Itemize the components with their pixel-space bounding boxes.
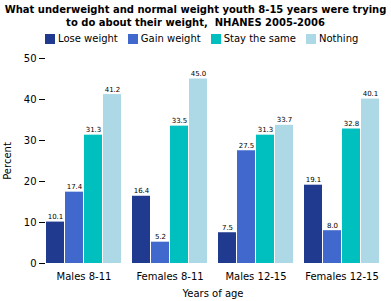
svg-text:33.5: 33.5 — [172, 117, 188, 125]
html-text:Lose weight: Lose weight — [58, 33, 118, 44]
svg-text:40: 40 — [24, 94, 37, 105]
svg-text:Males 12-15: Males 12-15 — [225, 271, 286, 282]
svg-text:40.1: 40.1 — [363, 90, 379, 98]
svg-text:17.4: 17.4 — [67, 183, 83, 191]
svg-text:10.1: 10.1 — [48, 213, 64, 221]
svg-text:20: 20 — [24, 176, 37, 187]
svg-text:19.1: 19.1 — [306, 176, 322, 184]
svg-text:Females 8-11: Females 8-11 — [136, 271, 203, 282]
svg-text:31.3: 31.3 — [258, 126, 274, 134]
html-text:Stay the same: Stay the same — [223, 33, 296, 44]
svg-text:16.4: 16.4 — [134, 187, 150, 195]
svg-text:7.5: 7.5 — [222, 224, 233, 232]
svg-text:30: 30 — [24, 135, 37, 146]
svg-text:8.0: 8.0 — [327, 222, 338, 230]
html-text:What underweight and normal we: What underweight and normal weight youth… — [4, 4, 387, 28]
html-text:Gain weight: Gain weight — [140, 33, 201, 44]
svg-text:32.8: 32.8 — [344, 120, 360, 128]
svg-text:5.2: 5.2 — [155, 233, 166, 241]
svg-text:41.2: 41.2 — [105, 86, 121, 94]
svg-text:0: 0 — [30, 258, 36, 269]
svg-text:Percent: Percent — [2, 142, 13, 180]
svg-text:33.7: 33.7 — [277, 116, 293, 124]
svg-text:45.0: 45.0 — [191, 70, 207, 78]
svg-text:50: 50 — [24, 53, 37, 64]
svg-text:Years of age: Years of age — [181, 288, 243, 299]
svg-text:31.3: 31.3 — [86, 126, 102, 134]
svg-text:Males 8-11: Males 8-11 — [57, 271, 112, 282]
svg-text:27.5: 27.5 — [239, 142, 255, 150]
svg-text:Females 12-15: Females 12-15 — [305, 271, 379, 282]
html-text:Nothing: Nothing — [319, 33, 359, 44]
svg-text:10: 10 — [24, 217, 37, 228]
